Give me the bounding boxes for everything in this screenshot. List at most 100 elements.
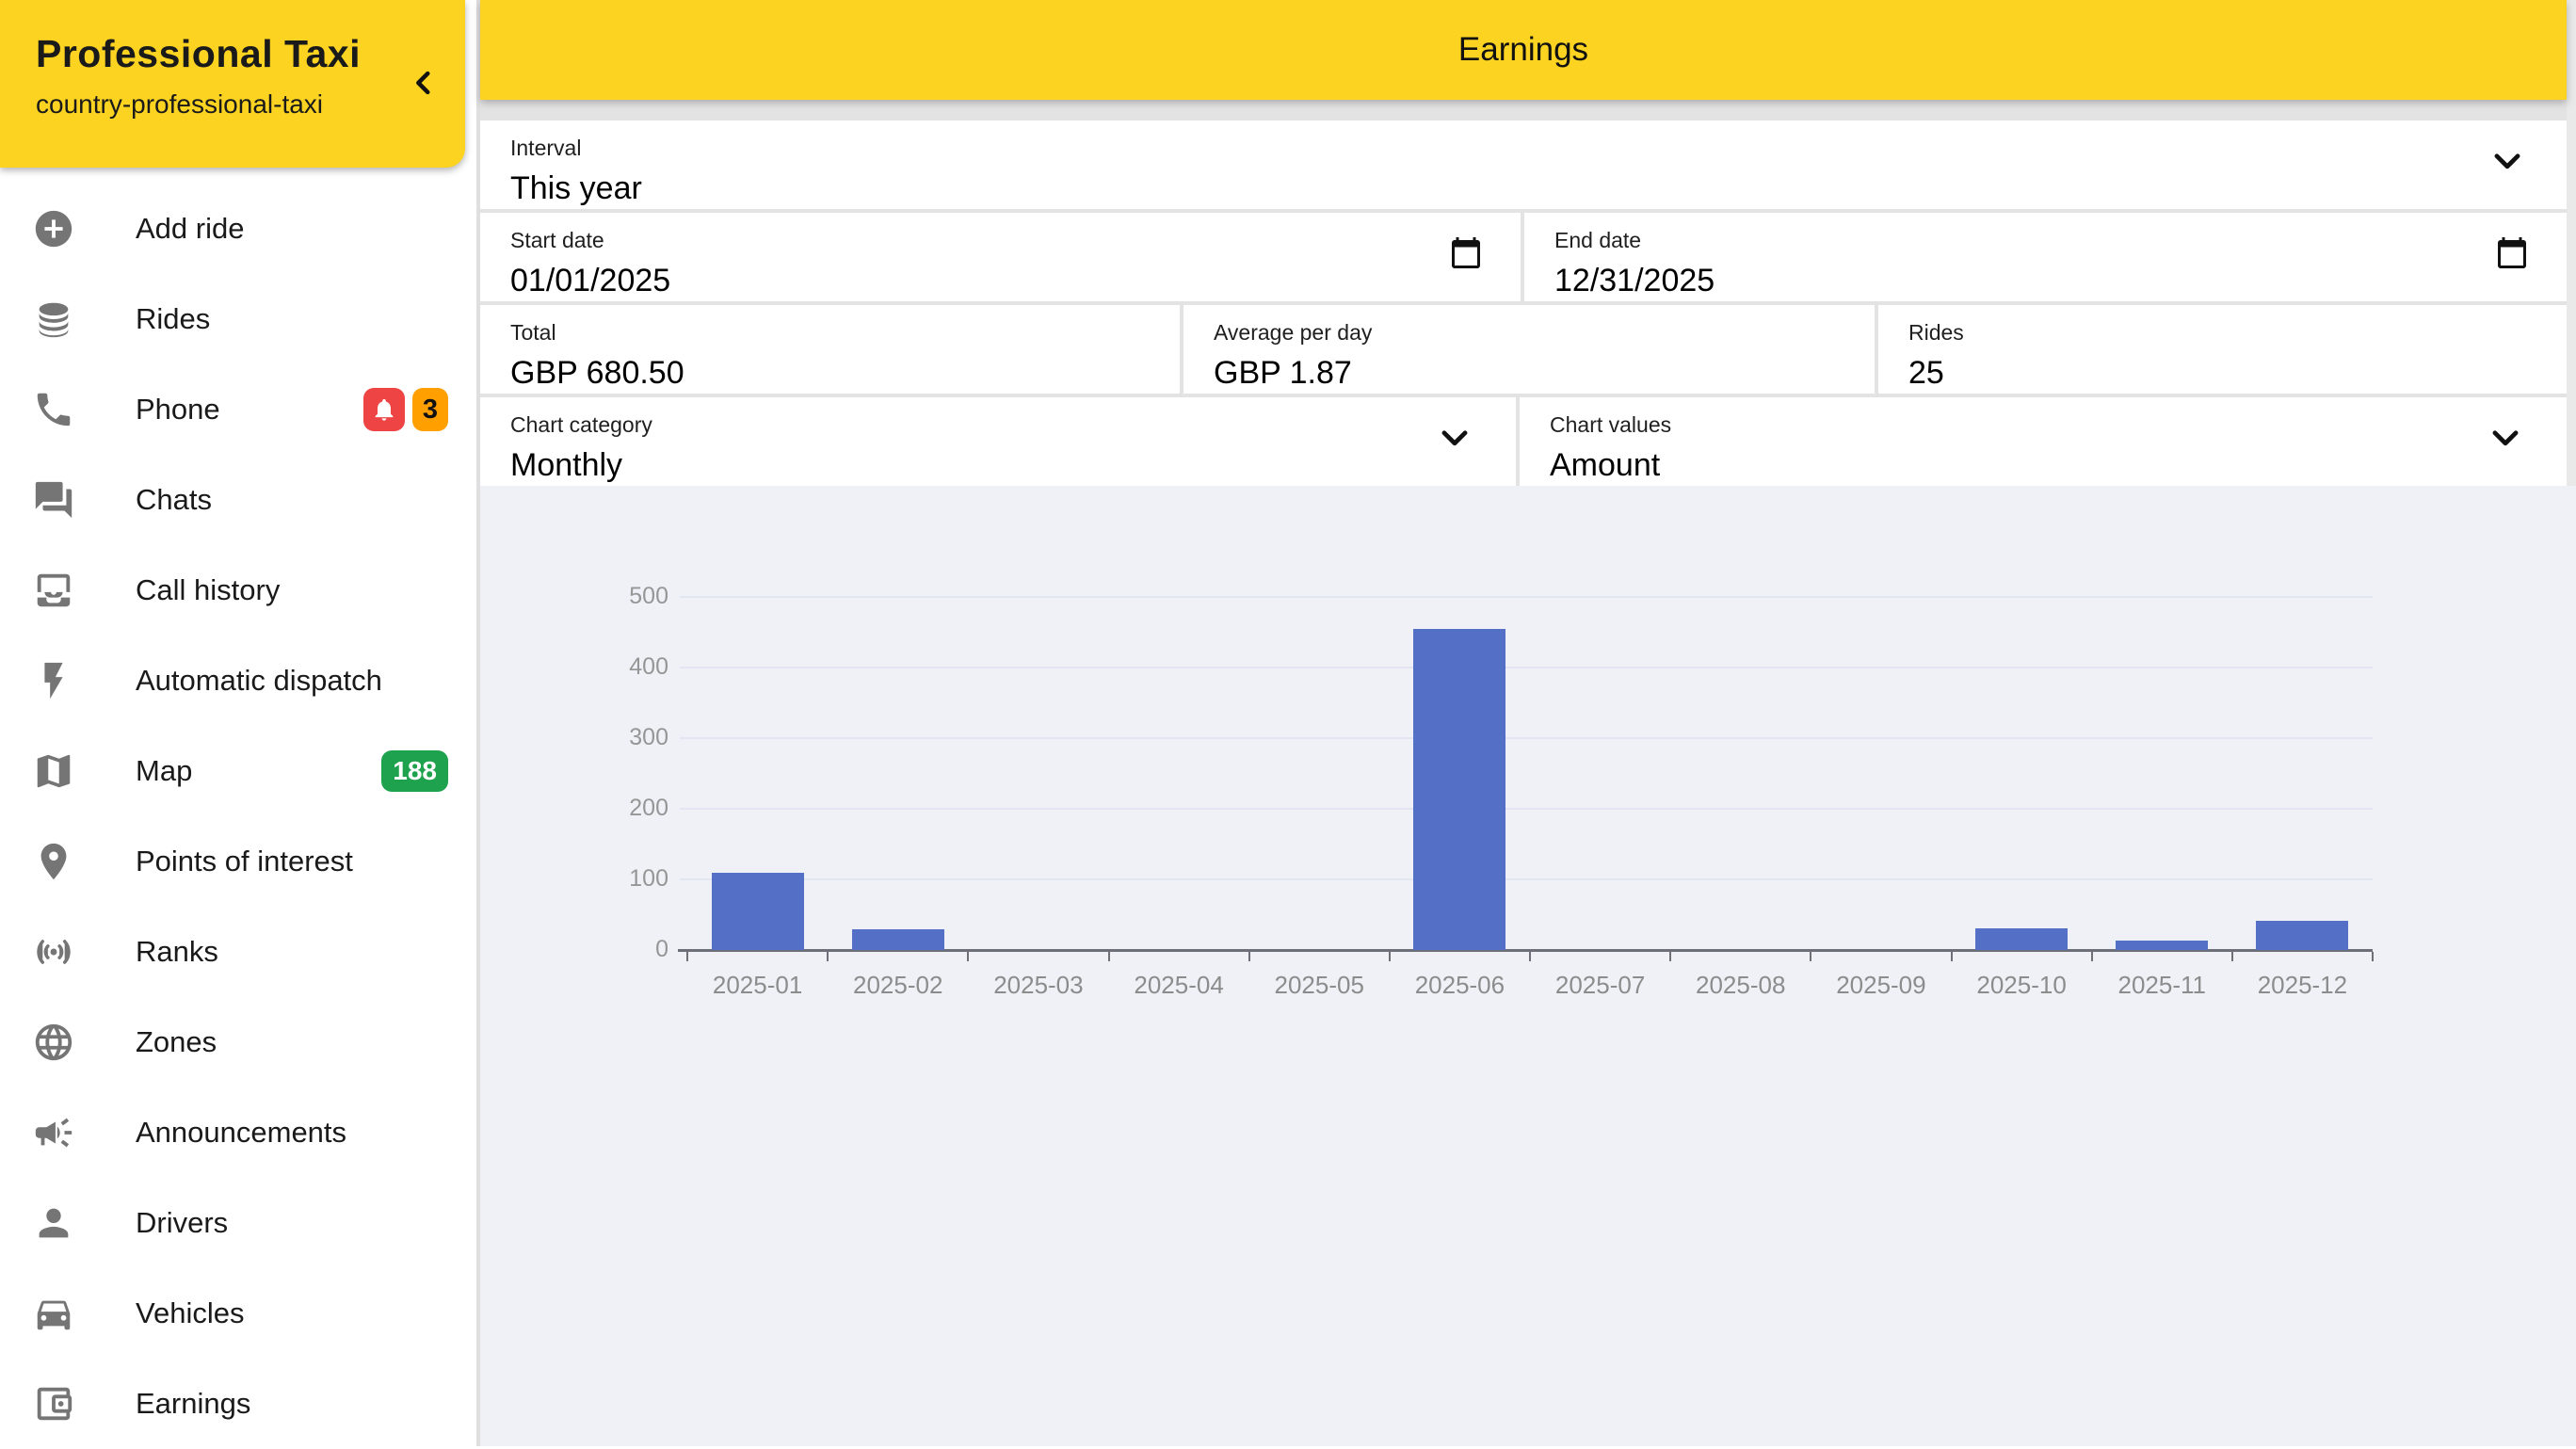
bar-2025-06[interactable] — [1413, 629, 1505, 950]
earnings-bar-chart: 01002003004005002025-012025-022025-03202… — [480, 486, 2576, 1446]
sidebar-item-label: Map — [136, 754, 192, 788]
y-gridline — [680, 737, 2373, 739]
x-axis-tick-label: 2025-01 — [687, 971, 828, 1000]
sidebar-item-drivers[interactable]: Drivers — [0, 1178, 476, 1268]
x-axis-tickmark — [2372, 952, 2374, 961]
sidebar-item-announcements[interactable]: Announcements — [0, 1087, 476, 1178]
y-axis-tick-label: 300 — [584, 724, 668, 751]
y-axis-tick-label: 0 — [584, 936, 668, 963]
rides-value: 25 — [1908, 355, 2567, 392]
chevron-down-icon[interactable] — [2487, 420, 2523, 460]
sidebar-item-chats[interactable]: Chats — [0, 455, 476, 545]
chevron-left-icon — [408, 67, 440, 99]
app-title: Professional Taxi — [36, 32, 465, 76]
sidebar-item-add-ride[interactable]: Add ride — [0, 184, 476, 274]
sidebar-item-points-of-interest[interactable]: Points of interest — [0, 816, 476, 907]
chevron-down-icon[interactable] — [1437, 420, 1473, 460]
phone-count-badge: 3 — [412, 388, 448, 431]
sidebar-item-call-history[interactable]: Call history — [0, 545, 476, 636]
x-axis-tick-label: 2025-06 — [1390, 971, 1530, 1000]
chevron-down-icon[interactable] — [2489, 143, 2525, 184]
x-axis-tick-label: 2025-04 — [1109, 971, 1249, 1000]
car-icon — [32, 1292, 75, 1335]
sidebar-item-label: Announcements — [136, 1116, 346, 1150]
sidebar-item-label: Chats — [136, 483, 212, 517]
sidebar-item-label: Points of interest — [136, 845, 353, 878]
calendar-icon[interactable] — [2495, 236, 2529, 275]
start-date-field[interactable]: Start date 01/01/2025 — [480, 213, 1521, 301]
sidebar-item-earnings[interactable]: Earnings — [0, 1359, 476, 1449]
sidebar-item-map[interactable]: Map 188 — [0, 726, 476, 816]
total-label: Total — [510, 320, 1180, 346]
broadcast-icon — [32, 930, 75, 974]
app-subtitle: country-professional-taxi — [36, 89, 465, 120]
sidebar-item-phone[interactable]: Phone 3 — [0, 364, 476, 455]
inbox-icon — [32, 569, 75, 612]
sidebar-item-label: Drivers — [136, 1206, 228, 1240]
rides-stat: Rides 25 — [1878, 305, 2567, 394]
sidebar: Professional Taxi country-professional-t… — [0, 0, 476, 1446]
bar-2025-12[interactable] — [2256, 921, 2348, 951]
y-axis-tick-label: 400 — [584, 653, 668, 681]
x-axis-tick-label: 2025-11 — [2092, 971, 2232, 1000]
x-axis-tick-label: 2025-03 — [968, 971, 1108, 1000]
content-scrollbar-track[interactable] — [2567, 0, 2576, 486]
x-axis-tick-label: 2025-09 — [1811, 971, 1951, 1000]
x-axis-tick-label: 2025-10 — [1952, 971, 2092, 1000]
person-icon — [32, 1201, 75, 1245]
sidebar-item-ranks[interactable]: Ranks — [0, 907, 476, 997]
bar-2025-02[interactable] — [852, 929, 944, 951]
start-date-label: Start date — [510, 228, 1521, 253]
sidebar-item-label: Rides — [136, 302, 210, 336]
sidebar-item-label: Add ride — [136, 212, 244, 246]
bar-2025-11[interactable] — [2116, 941, 2208, 950]
x-axis-tick-label: 2025-12 — [2232, 971, 2373, 1000]
bar-2025-01[interactable] — [712, 873, 804, 951]
x-axis-tickmark — [1248, 952, 1250, 961]
y-gridline — [680, 878, 2373, 880]
end-date-field[interactable]: End date 12/31/2025 — [1524, 213, 2567, 301]
sidebar-item-vehicles[interactable]: Vehicles — [0, 1268, 476, 1359]
x-axis-tickmark — [1529, 952, 1531, 961]
sidebar-item-label: Ranks — [136, 935, 218, 969]
sidebar-item-label: Zones — [136, 1025, 217, 1059]
sidebar-item-rides[interactable]: Phone Rides — [0, 274, 476, 364]
chart-values-select[interactable]: Chart values Amount — [1520, 397, 2567, 486]
x-axis-tick-label: 2025-07 — [1530, 971, 1670, 1000]
x-axis-tickmark — [1108, 952, 1110, 961]
x-axis-tickmark — [2091, 952, 2093, 961]
sidebar-collapse-button[interactable] — [403, 62, 444, 104]
globe-icon — [32, 1021, 75, 1064]
x-axis-tickmark — [1669, 952, 1671, 961]
average-value: GBP 1.87 — [1214, 355, 1875, 392]
chart-category-select[interactable]: Chart category Monthly — [480, 397, 1516, 486]
y-axis-tick-label: 100 — [584, 865, 668, 893]
sidebar-item-automatic-dispatch[interactable]: Automatic dispatch — [0, 636, 476, 726]
x-axis-tickmark — [967, 952, 969, 961]
y-axis-tick-label: 500 — [584, 583, 668, 610]
chart-values-value: Amount — [1550, 447, 2567, 484]
sidebar-menu: Add ride Phone Rides Phone 3 — [0, 184, 476, 1449]
megaphone-icon — [32, 1111, 75, 1154]
map-icon — [32, 749, 75, 793]
interval-select[interactable]: Interval This year — [480, 121, 2567, 209]
chart-category-label: Chart category — [510, 412, 1516, 438]
bar-2025-10[interactable] — [1975, 928, 2068, 950]
x-axis-tick-label: 2025-02 — [828, 971, 968, 1000]
sidebar-item-label: Vehicles — [136, 1296, 244, 1330]
page-header: Earnings — [480, 0, 2567, 100]
sidebar-item-label: Earnings — [136, 1387, 250, 1421]
end-date-value: 12/31/2025 — [1554, 263, 2567, 299]
sidebar-header: Professional Taxi country-professional-t… — [0, 0, 465, 168]
notification-bell-badge — [363, 388, 405, 431]
x-axis-tickmark — [1810, 952, 1811, 961]
sidebar-item-label: Phone — [136, 393, 220, 427]
end-date-label: End date — [1554, 228, 2567, 253]
rides-label: Rides — [1908, 320, 2567, 346]
bell-icon — [371, 396, 397, 423]
sidebar-item-label: Call history — [136, 573, 280, 607]
sidebar-item-zones[interactable]: Zones — [0, 997, 476, 1087]
start-date-value: 01/01/2025 — [510, 263, 1521, 299]
calendar-icon[interactable] — [1449, 236, 1483, 275]
stack-icon — [32, 298, 75, 341]
